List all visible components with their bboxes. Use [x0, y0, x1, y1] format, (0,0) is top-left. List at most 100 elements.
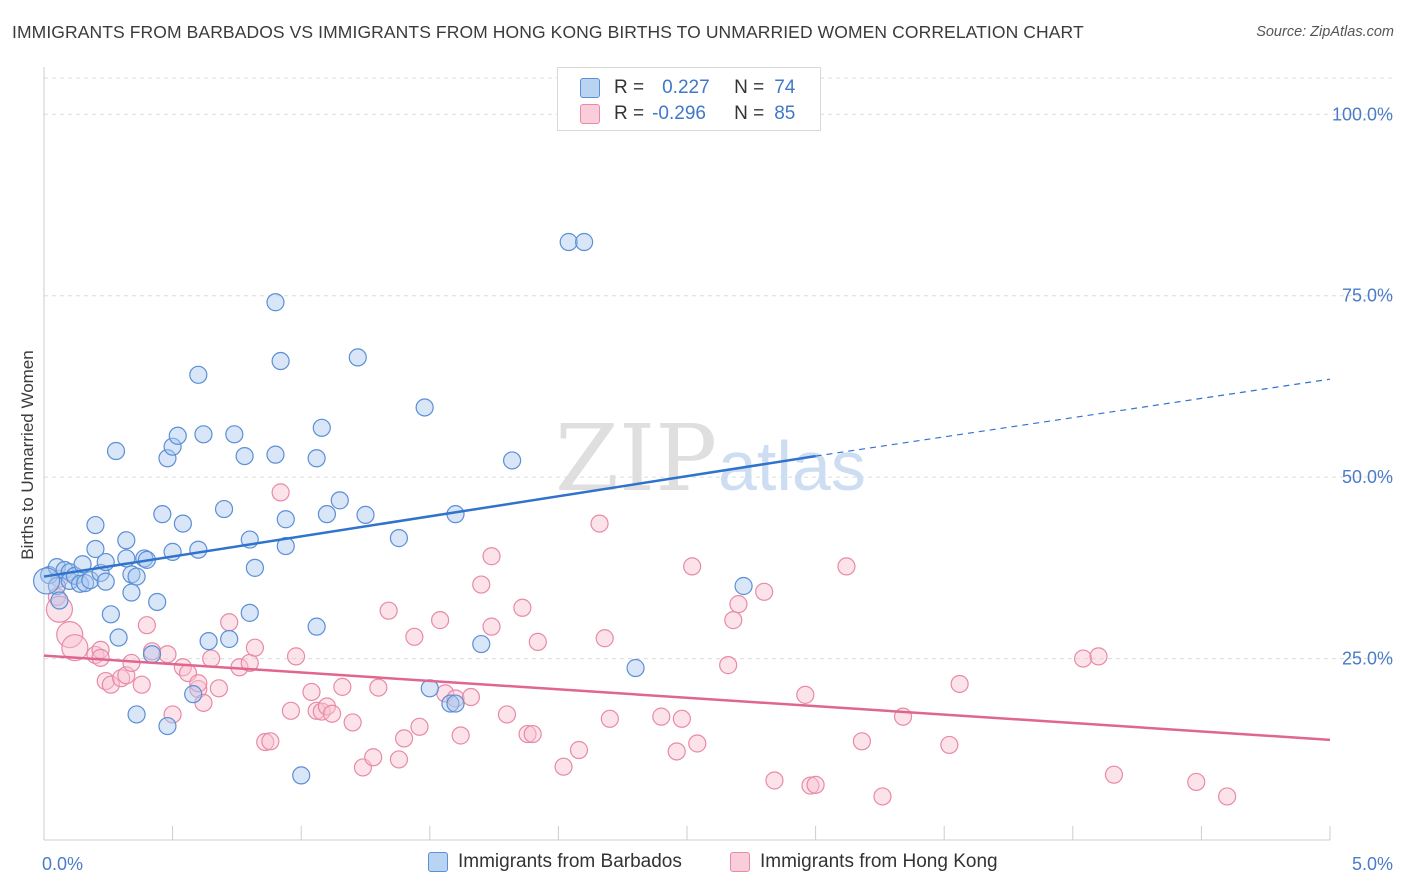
bottom-legend-label-hong-kong: Immigrants from Hong Kong — [760, 851, 998, 872]
correlation-legend: R = 0.227 N = 74 R = -0.296 N = 85 — [557, 67, 821, 131]
bottom-legend-barbados: Immigrants from Barbados — [428, 851, 682, 873]
trend-line-hong-kong — [43, 654, 1331, 742]
legend-r-value: 0.227 — [662, 77, 710, 98]
barbados-point — [73, 555, 92, 574]
barbados-point — [199, 632, 218, 651]
hong-kong-point — [101, 675, 120, 694]
hong-kong-point — [554, 757, 573, 776]
barbados-point — [271, 351, 290, 371]
barbados-point — [109, 628, 128, 647]
hong-kong-point — [364, 748, 383, 767]
hong-kong-point — [724, 611, 743, 630]
barbados-point — [415, 398, 434, 417]
legend-n-value: 85 — [774, 103, 796, 124]
barbados-point — [307, 617, 326, 636]
trend-line-barbados — [43, 454, 816, 578]
legend-r-label: R = — [614, 77, 645, 98]
axes — [43, 67, 1331, 841]
barbados-point — [148, 592, 167, 612]
hong-kong-point — [755, 582, 774, 601]
hong-kong-point — [132, 675, 151, 694]
barbados-point — [184, 685, 203, 704]
hong-kong-point — [672, 709, 691, 728]
barbados-point — [446, 694, 465, 713]
barbados-point — [559, 232, 578, 252]
chart-title: IMMIGRANTS FROM BARBADOS VS IMMIGRANTS F… — [12, 22, 1084, 42]
barbados-point — [168, 426, 187, 445]
barbados-point — [163, 437, 182, 456]
bottom-legend-swatch-barbados — [428, 852, 448, 872]
hong-kong-point — [173, 658, 192, 677]
hong-kong-point — [806, 775, 825, 794]
hong-kong-point — [410, 717, 429, 736]
hong-kong-point — [302, 682, 321, 702]
legend-row-hong-kong: R = -0.296 N = 85 — [580, 102, 795, 126]
hong-kong-point — [652, 707, 671, 726]
hong-kong-point — [394, 729, 414, 748]
hong-kong-point — [112, 669, 131, 688]
legend-r-value: -0.296 — [652, 103, 706, 124]
hong-kong-point — [369, 678, 388, 697]
barbados-point — [127, 567, 146, 586]
hong-kong-point — [1104, 765, 1124, 784]
barbados-point — [330, 491, 349, 510]
hong-kong-point — [461, 687, 481, 707]
barbados-point — [312, 418, 331, 437]
barbados-point — [266, 293, 285, 312]
barbados-point — [214, 499, 234, 519]
hong-kong-point — [667, 742, 686, 761]
hong-kong-point — [729, 595, 748, 614]
hong-kong-point — [189, 674, 208, 693]
hong-kong-point — [261, 732, 280, 751]
barbados-point — [389, 529, 409, 548]
series-hong-kong-points — [45, 483, 1237, 806]
hong-kong-point — [379, 601, 398, 620]
hong-kong-point — [202, 649, 221, 668]
hong-kong-point — [405, 627, 424, 646]
hong-kong-point — [286, 647, 306, 666]
hong-kong-point-large — [61, 634, 89, 662]
y-axis-title: Births to Unmarried Women — [18, 350, 37, 559]
hong-kong-point — [271, 483, 290, 502]
hong-kong-point — [333, 677, 352, 696]
barbados-point — [173, 514, 192, 533]
barbados-point — [153, 505, 172, 524]
barbados-point-large — [32, 567, 61, 595]
hong-kong-point — [163, 705, 182, 724]
barbados-point — [189, 540, 208, 559]
barbados-point — [86, 539, 105, 559]
barbados-point — [158, 716, 177, 736]
source-label: Source: ZipAtlas.com — [1256, 24, 1394, 40]
x-tick-min: 0.0% — [42, 854, 83, 874]
hong-kong-point — [683, 557, 702, 576]
hong-kong-point — [158, 645, 177, 664]
barbados-point — [292, 766, 311, 785]
hong-kong-point — [430, 611, 450, 630]
barbados-point — [50, 591, 69, 610]
hong-kong-point — [719, 656, 738, 675]
watermark: ZIP atlas — [555, 405, 866, 512]
y-tick-label: 50.0% — [1342, 467, 1393, 487]
y-tick-labels: 25.0% 50.0% 75.0% 100.0% — [1332, 104, 1393, 668]
y-tick-label: 25.0% — [1342, 649, 1393, 669]
hong-kong-point — [446, 689, 465, 708]
barbados-point — [106, 441, 126, 461]
legend-row-barbados: R = 0.227 N = 74 — [580, 76, 795, 100]
hong-kong-point — [189, 679, 208, 699]
watermark-atlas: atlas — [718, 427, 866, 505]
watermark-zip: ZIP — [555, 405, 717, 512]
barbados-point — [158, 449, 177, 468]
y-tick-label: 100.0% — [1332, 104, 1393, 124]
legend-n-label: N = — [734, 103, 765, 124]
hong-kong-point — [343, 713, 362, 732]
barbados-point — [86, 515, 105, 535]
hong-kong-point — [307, 701, 326, 720]
hong-kong-point — [569, 740, 589, 760]
hong-kong-point — [801, 776, 820, 795]
hong-kong-point — [852, 732, 871, 751]
hong-kong-point — [1089, 647, 1108, 666]
barbados-point — [356, 505, 375, 524]
hong-kong-point — [873, 787, 892, 806]
hong-kong-point — [518, 724, 537, 744]
